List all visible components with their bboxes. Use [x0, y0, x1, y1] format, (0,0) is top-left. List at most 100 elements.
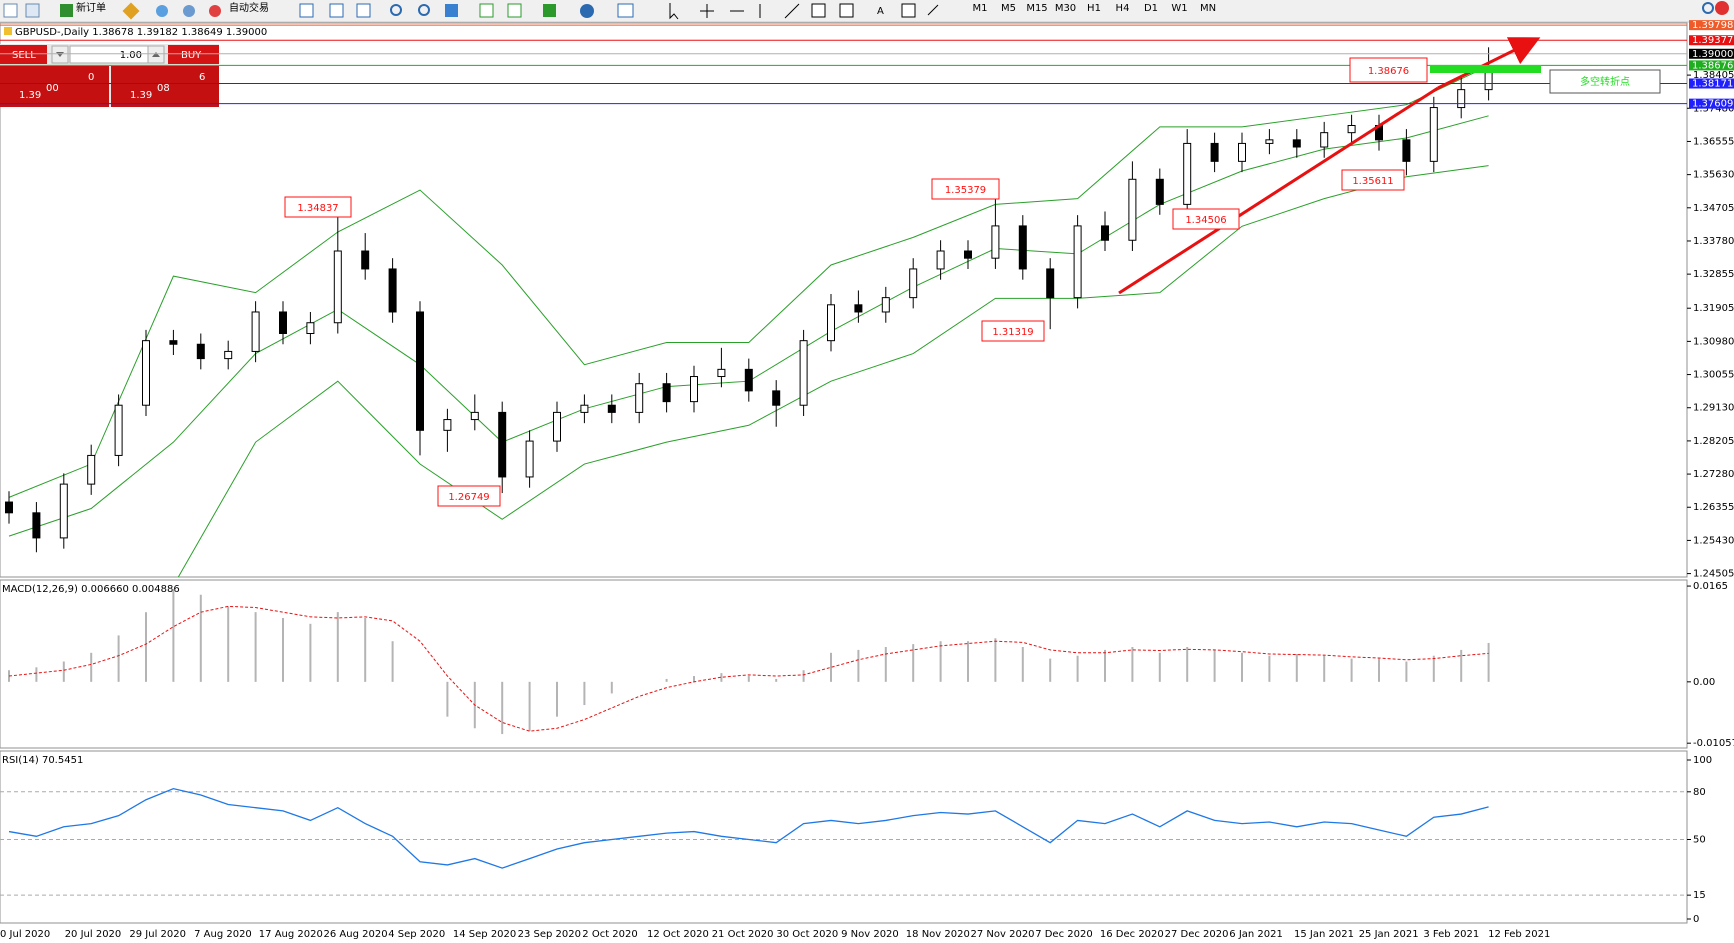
new-order-icon[interactable] [60, 4, 73, 17]
sell-price-box[interactable] [0, 66, 109, 107]
bollinger-upper [8, 65, 1489, 498]
lot-value[interactable]: 1.00 [120, 50, 142, 61]
candle-body [964, 250, 972, 259]
candle-body [59, 483, 68, 539]
sell-button[interactable] [0, 45, 47, 64]
candle-body [1073, 225, 1082, 299]
candle-body [142, 340, 150, 406]
timeframe-button[interactable]: M15 [1026, 3, 1047, 14]
y-tick-label: 1.25430 [1693, 535, 1734, 546]
candle-body [169, 340, 178, 345]
annotation: 1.26749 [448, 492, 489, 503]
trendline [1118, 86, 1439, 295]
candle-body [717, 368, 726, 378]
candle-body [5, 501, 13, 514]
y-tick-label: 1.38405 [1693, 70, 1734, 81]
candle-body [443, 419, 452, 431]
y-tick-label: 100 [1693, 755, 1712, 766]
candle-body [525, 440, 534, 478]
candle-body [580, 404, 589, 413]
sell-price-sup: 0 [88, 72, 94, 83]
x-tick-label: 29 Jul 2020 [129, 929, 186, 940]
candle-body [772, 390, 781, 406]
y-tick-label: 1.30055 [1693, 370, 1734, 381]
toolbar [0, 0, 1734, 22]
candle-body [306, 322, 315, 334]
y-tick-label: 1.33780 [1693, 236, 1734, 247]
auto-trading-button[interactable]: 自动交易 [229, 1, 269, 14]
timeframe-button[interactable]: M1 [973, 3, 988, 14]
candle-body [662, 383, 671, 403]
buy-label[interactable]: BUY [181, 50, 202, 61]
macd-title: MACD(12,26,9) 0.006660 0.004886 [2, 584, 180, 595]
new-order-button[interactable]: 新订单 [76, 1, 106, 14]
y-tick-label: 50 [1693, 835, 1706, 846]
level-label-bg [1689, 48, 1734, 59]
y-tick-label: 1.31905 [1693, 303, 1734, 314]
candle-body [607, 404, 616, 413]
annotation-box [1341, 169, 1405, 191]
candle-body [87, 454, 96, 485]
candle-body [1101, 225, 1109, 241]
candle-body [1320, 132, 1329, 148]
annotation: 1.34506 [1185, 215, 1226, 226]
x-tick-label: 25 Jan 2021 [1359, 929, 1419, 940]
sell-label[interactable]: SELL [12, 50, 36, 61]
y-tick-label: 0.0165 [1693, 581, 1728, 592]
x-tick-label: 27 Nov 2020 [971, 929, 1035, 940]
x-tick-label: 4 Sep 2020 [388, 929, 445, 940]
candle-body [388, 268, 397, 313]
x-tick-label: 15 Jan 2021 [1294, 929, 1354, 940]
annotation-box [1349, 57, 1428, 83]
candle-body [991, 225, 1000, 259]
candle-body [498, 411, 507, 478]
candle-body [333, 250, 342, 324]
annotation: 1.35611 [1352, 176, 1393, 187]
y-tick-label: 1.30980 [1693, 336, 1734, 347]
timeframe-button[interactable]: MN [1200, 3, 1216, 14]
y-tick-label: 1.35630 [1693, 170, 1734, 181]
candle-body [827, 304, 835, 342]
candle-body [936, 250, 945, 270]
y-tick-label: 1.34705 [1693, 203, 1734, 214]
rsi-panel [0, 750, 1688, 924]
y-tick-label: 0 [1693, 914, 1699, 925]
level-label: 1.38171 [1692, 78, 1733, 89]
x-tick-label: 7 Aug 2020 [194, 929, 252, 940]
level-label-bg [1689, 20, 1734, 31]
timeframe-bar: M1 M5 M15 M30 H1 H4 D1 W1 MN [973, 3, 1217, 14]
x-tick-label: 26 Aug 2020 [324, 929, 388, 940]
timeframe-button[interactable]: D1 [1144, 3, 1158, 14]
candle-body [32, 512, 41, 539]
level-label: 1.38676 [1692, 60, 1733, 71]
y-tick-label: 80 [1693, 787, 1706, 798]
candle-body [1292, 139, 1301, 148]
x-tick-label: 21 Oct 2020 [712, 929, 774, 940]
candle-body [744, 368, 753, 392]
timeframe-button[interactable]: M5 [1001, 3, 1016, 14]
timeframe-button[interactable]: H1 [1087, 3, 1101, 14]
buy-button[interactable] [168, 45, 219, 64]
buy-price-box[interactable] [111, 66, 219, 107]
timeframe-button[interactable]: H4 [1116, 3, 1130, 14]
candle-body [416, 311, 424, 431]
x-tick-label: 0 Jul 2020 [0, 929, 50, 940]
x-tick-label: 17 Aug 2020 [259, 929, 323, 940]
x-tick-label: 18 Nov 2020 [906, 929, 970, 940]
annotation-box [1172, 208, 1240, 230]
annotation-box [284, 196, 352, 218]
x-tick-label: 16 Dec 2020 [1100, 929, 1164, 940]
candle-body [1155, 178, 1164, 205]
symbol-icon [4, 27, 12, 35]
candle-body [635, 383, 644, 413]
annotation-box [437, 485, 501, 507]
pivot-box [1549, 69, 1661, 94]
timeframe-button[interactable]: W1 [1171, 3, 1187, 14]
candle-body [1238, 142, 1246, 162]
sell-price-big: 00 [46, 83, 59, 94]
chart-title: GBPUSD-,Daily 1.38678 1.39182 1.38649 1.… [15, 27, 267, 38]
candle-body [279, 311, 287, 334]
candle-body [251, 311, 260, 352]
candle-body [1128, 178, 1137, 241]
timeframe-button[interactable]: M30 [1055, 3, 1076, 14]
